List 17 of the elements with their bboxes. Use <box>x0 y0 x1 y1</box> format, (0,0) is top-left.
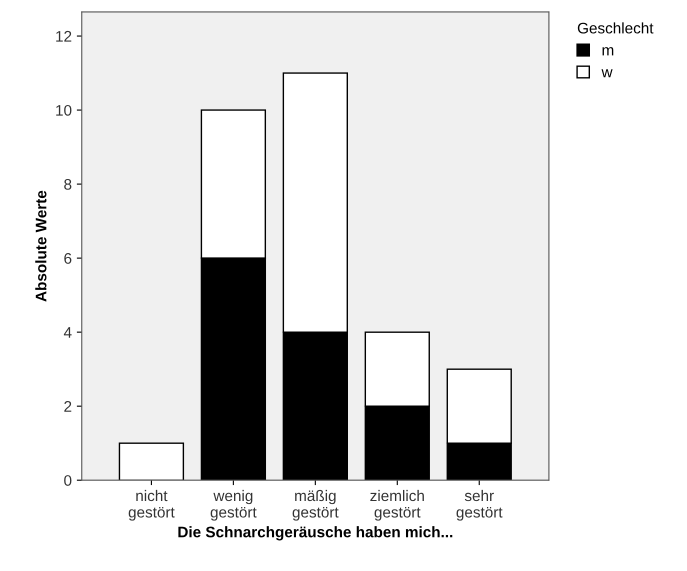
y-tick-label: 4 <box>64 327 72 338</box>
x-tick-label: wenig gestört <box>210 490 257 521</box>
y-tick-label: 2 <box>64 401 72 412</box>
y-tick-label: 10 <box>56 104 72 116</box>
x-tick-label: ziemlich gestört <box>370 490 424 521</box>
y-tick-label: 12 <box>56 30 72 42</box>
x-tick-label: sehr gestört <box>456 490 502 521</box>
legend-label: w <box>602 69 613 78</box>
legend-label: m <box>602 47 614 56</box>
x-tick-label: nicht gestört <box>128 490 175 521</box>
y-tick-label: 6 <box>64 253 72 264</box>
y-tick-label: 8 <box>64 178 72 190</box>
x-tick-label: mäßig gestört <box>292 490 339 521</box>
y-tick-label: 0 <box>64 475 72 486</box>
y-axis-title: Absolute Werte <box>35 190 46 302</box>
legend-title: Geschlecht <box>578 22 654 34</box>
x-axis-title: Die Schnarchgeräusche haben mich... <box>178 526 452 540</box>
